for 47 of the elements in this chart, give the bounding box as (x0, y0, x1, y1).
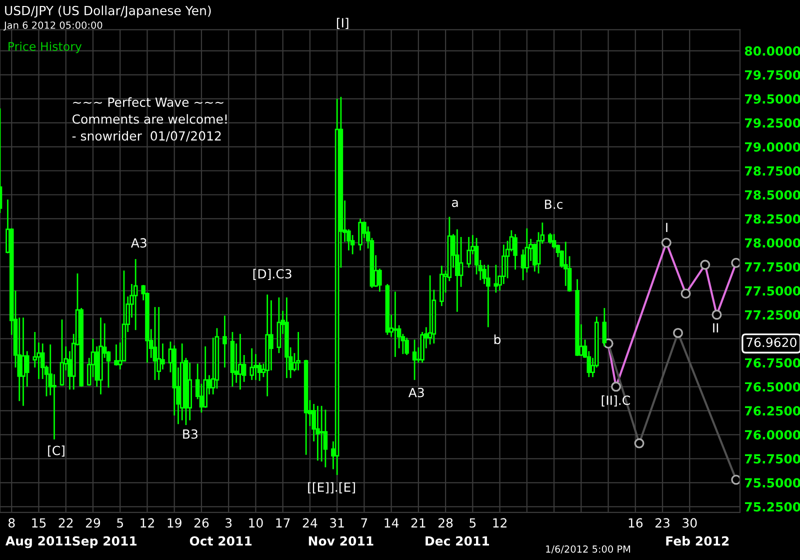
annotation: a (452, 200, 458, 208)
x2-tick-label: Aug 2011 (5, 536, 72, 548)
x-tick-label: 19 (168, 518, 182, 528)
x-tick-label: 7 (361, 518, 368, 528)
chart-title: USD/JPY (US Dollar/Japanese Yen) (5, 6, 211, 18)
x-tick-label: 12 (140, 518, 154, 528)
x-tick-label: 30 (682, 518, 697, 528)
x-tick-label: 17 (276, 518, 290, 528)
x2-tick-label: Dec 2011 (426, 536, 490, 546)
x2-tick-label: Oct 2011 (190, 536, 252, 546)
text: 76.9620 (746, 338, 796, 348)
x-tick-label: 12 (493, 518, 506, 528)
x-tick-label: 21 (411, 518, 426, 528)
text: [I] (336, 18, 348, 29)
x-tick-label: 8 (8, 518, 15, 528)
x-tick-label: 16 (628, 518, 643, 528)
x-tick-label: 24 (302, 518, 318, 528)
x-tick-label: 31 (330, 518, 344, 528)
annotation: [II].C (602, 395, 630, 406)
x-tick-label: 14 (384, 518, 399, 528)
annotation: ~~~ Perfect Wave ~~~ Comments are welcome! - snowrider 01/07/2012 (72, 97, 227, 142)
x-tick-label: 28 (438, 518, 453, 528)
annotation: Price History (8, 42, 82, 54)
annotation: A3 (130, 238, 146, 248)
annotation: B.c (545, 200, 562, 210)
x-tick-label: 26 (194, 518, 209, 528)
annotation: B3 (183, 429, 198, 439)
x-tick-label: 5 (117, 518, 123, 528)
x-tick-label: 22 (58, 518, 73, 528)
x-tick-label: 15 (32, 518, 46, 528)
annotation: [[E]].[E] (308, 482, 355, 494)
annotation: [C] (48, 446, 64, 457)
x-tick-label: 3 (226, 518, 232, 528)
chart-subtitle: Jan 6 2012 05:00:00 (3, 21, 102, 31)
x-tick-label: 10 (249, 518, 263, 528)
x2-tick-label: Sep 2011 (72, 536, 137, 548)
annotation: A3 (408, 388, 424, 398)
annotation: [D].C3 (253, 268, 292, 280)
annotation: II (713, 323, 718, 332)
x-tick-label: 29 (86, 518, 100, 528)
x2-tick-label: Feb 2012 (666, 536, 729, 546)
annotation: b (494, 334, 501, 344)
x-tick-label: 5 (470, 518, 476, 528)
text: 1/6/2012 5:00 PM (546, 545, 630, 554)
annotation: I (666, 222, 668, 232)
x-tick-label: 23 (655, 518, 670, 528)
x2-tick-label: Nov 2011 (308, 536, 374, 546)
